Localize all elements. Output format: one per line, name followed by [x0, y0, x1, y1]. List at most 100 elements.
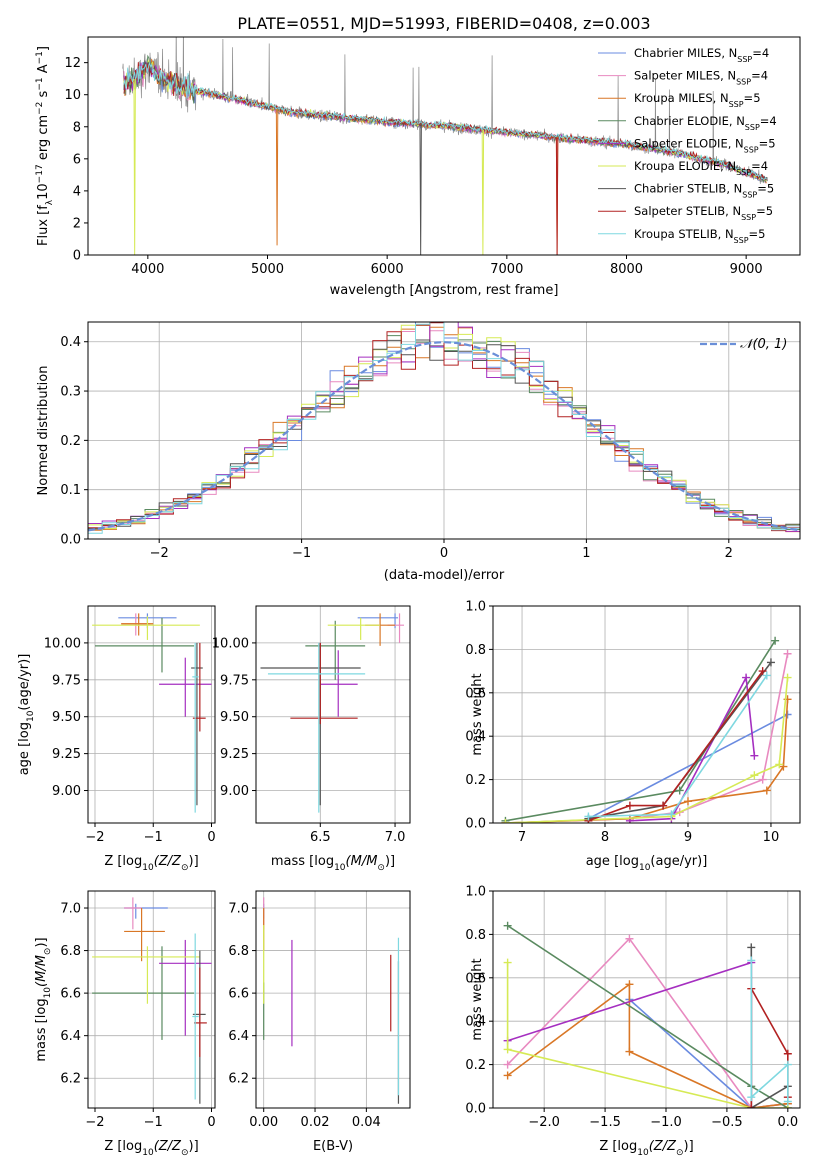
x-axis-label-part: ⊙	[181, 863, 189, 873]
legend-sep: ,	[720, 69, 727, 83]
axes-frame	[492, 605, 801, 824]
legend-eq: =	[759, 136, 769, 150]
y-axis-label-part: (age/yr)]	[17, 654, 32, 711]
y-tick-label: 0.0	[465, 1102, 486, 1117]
x-tick-label: −2	[150, 546, 169, 561]
y-tick-label: 0.6	[465, 971, 486, 986]
x-tick-label: 0.04	[352, 1115, 381, 1130]
data-marker	[747, 1104, 756, 1108]
legend-sep: ,	[721, 46, 728, 60]
weight-line-salpeter-elodie	[629, 674, 756, 822]
data-marker	[625, 1047, 634, 1056]
x-axis-label-part: )]	[189, 854, 199, 869]
x-axis-label-part: )]	[385, 854, 395, 869]
data-marker	[584, 812, 593, 821]
data-marker	[503, 1060, 512, 1069]
y-tick-label: 9.00	[52, 784, 81, 799]
legend-n-sub: SSP	[736, 168, 751, 177]
legend-n: N	[729, 46, 738, 60]
legend-eq: =	[756, 204, 766, 218]
data-marker	[762, 786, 771, 795]
x-tick-label: −2	[85, 1115, 104, 1130]
data-marker	[775, 760, 784, 769]
legend-n: N	[727, 159, 736, 173]
y-tick-label: 0.4	[465, 1015, 486, 1030]
legend-n-value: 5	[766, 204, 773, 218]
x-tick-label: −1	[144, 1115, 163, 1130]
y-axis-label-part: 10	[43, 987, 53, 999]
weight-line-chabrier-stelib	[750, 947, 789, 1108]
y-tick-label: 6.8	[228, 944, 249, 959]
data-marker	[783, 673, 792, 682]
y-axis-label: age [log10(age/yr)]	[17, 654, 36, 776]
legend-n: N	[720, 91, 729, 105]
legend-eq: =	[757, 182, 767, 196]
legend-sep: ,	[726, 182, 733, 196]
legend-entry: Kroupa MILES, NSSP=5	[634, 91, 761, 109]
legend-n-sub: SSP	[744, 145, 759, 154]
y-axis-label-part: ]	[36, 46, 51, 51]
y-tick-label: 0.8	[465, 928, 486, 943]
y-tick-label: 9.25	[52, 747, 81, 762]
legend-n: N	[727, 69, 736, 83]
legend-label: Salpeter MILES	[634, 69, 720, 83]
data-marker	[783, 649, 792, 658]
y-axis-label-part: 10	[36, 183, 51, 200]
x-axis-label-part: (M/M	[346, 854, 378, 869]
x-tick-label: 9	[684, 830, 692, 845]
axes-frame	[492, 890, 801, 1109]
error-bars	[263, 897, 400, 1104]
y-tick-label: 0	[73, 249, 81, 264]
legend-label: Salpeter ELODIE	[634, 136, 728, 150]
weight-lines	[501, 636, 792, 823]
y-axis-label: mass [log10(M/M⊙)]	[34, 937, 53, 1061]
weight-line-chabrier-elodie	[505, 640, 776, 822]
x-axis-label-part: (Z/Z	[154, 1139, 182, 1154]
y-axis-label-part: erg cm	[36, 115, 51, 164]
x-axis-label: wavelength [Angstrom, rest frame]	[330, 283, 559, 298]
data-marker	[675, 786, 684, 795]
model-spectrum-salpeter-stelib	[123, 62, 767, 181]
data-marker	[747, 943, 756, 952]
legend-entry: Chabrier ELODIE, NSSP=4	[634, 114, 777, 132]
histograms	[88, 322, 800, 537]
data-marker	[750, 751, 759, 760]
legend-n-value: 4	[769, 114, 776, 128]
legend-sep: ,	[713, 91, 720, 105]
legend-entry: Salpeter STELIB, NSSP=5	[634, 204, 773, 222]
x-tick-label: 1	[582, 546, 590, 561]
residuals-panel: −2 −1 0 1 2 0.0 0.1 0.2 0.3 0.4 𝒩(0, 1) (data-model…	[36, 321, 801, 583]
y-tick-label: 0.4	[465, 730, 486, 745]
x-tick-label: 9000	[730, 262, 763, 277]
legend-label: Kroupa ELODIE	[634, 159, 720, 173]
x-axis-label-part: Z [log	[104, 1139, 142, 1154]
y-tick-label: 9.00	[220, 784, 249, 799]
legend-entry: Kroupa ELODIE, NSSP=4	[634, 159, 768, 177]
data-marker	[747, 1093, 756, 1102]
x-tick-label: 0	[207, 830, 215, 845]
legend-label: Chabrier MILES	[634, 46, 721, 60]
y-tick-label: 9.50	[220, 710, 249, 725]
data-marker	[758, 775, 767, 784]
mass-vs-Z-panel: −2 −1 06.26.46.66.87.0Z [log10(Z/Z⊙)]mass …	[34, 890, 216, 1158]
x-axis-label-part: (Z/Z	[154, 854, 182, 869]
weight-vs-Z-panel: −2.0 −1.5 −1.0 −0.5 0.0 0.0 0.2 0.4 0.6 0.8 1.0 Z […	[465, 885, 801, 1158]
x-axis-label-part: mass [log	[271, 854, 334, 869]
x-axis-label-part: Z [log	[599, 1139, 637, 1154]
data-marker	[783, 1060, 792, 1069]
y-tick-label: 10.00	[212, 636, 249, 651]
y-tick-label: 8	[73, 120, 81, 135]
y-tick-label: 7.0	[60, 902, 81, 917]
legend-n-sub: SSP	[742, 190, 757, 199]
data-marker	[503, 958, 512, 967]
x-axis-label-part: Z [log	[104, 854, 142, 869]
y-axis-label-part: )]	[34, 937, 49, 947]
y-axis-label-part: A	[36, 64, 51, 77]
x-axis-label: age [log10(age/yr)]	[586, 854, 708, 873]
x-tick-label: 0.00	[249, 1115, 278, 1130]
x-tick-label: 4000	[131, 262, 164, 277]
spectrum-dip	[275, 108, 279, 246]
y-axis-label-part: −2	[35, 102, 45, 115]
